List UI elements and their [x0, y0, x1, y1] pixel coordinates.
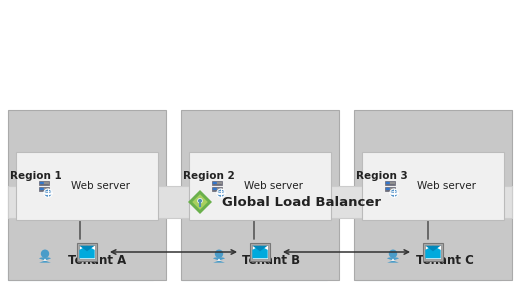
- Polygon shape: [213, 257, 225, 263]
- Circle shape: [217, 189, 225, 197]
- Circle shape: [388, 188, 389, 190]
- Text: Tenant C: Tenant C: [416, 255, 474, 268]
- Polygon shape: [188, 190, 212, 214]
- FancyBboxPatch shape: [425, 245, 441, 259]
- Circle shape: [42, 188, 43, 190]
- Circle shape: [389, 250, 397, 257]
- Polygon shape: [192, 194, 208, 210]
- Circle shape: [215, 188, 216, 190]
- Polygon shape: [425, 246, 441, 251]
- FancyBboxPatch shape: [385, 187, 395, 191]
- Text: Region 2: Region 2: [183, 171, 235, 181]
- FancyBboxPatch shape: [39, 187, 48, 191]
- FancyBboxPatch shape: [8, 186, 512, 218]
- Polygon shape: [79, 246, 95, 251]
- FancyBboxPatch shape: [77, 243, 97, 261]
- FancyBboxPatch shape: [8, 242, 153, 280]
- Circle shape: [215, 250, 223, 257]
- FancyBboxPatch shape: [212, 187, 222, 191]
- FancyBboxPatch shape: [39, 181, 48, 185]
- Polygon shape: [391, 259, 395, 261]
- Polygon shape: [387, 257, 399, 263]
- FancyBboxPatch shape: [16, 152, 158, 220]
- FancyBboxPatch shape: [385, 181, 395, 185]
- Text: Web server: Web server: [244, 181, 303, 191]
- Circle shape: [386, 182, 388, 184]
- Polygon shape: [425, 246, 441, 258]
- Circle shape: [390, 189, 398, 197]
- Polygon shape: [43, 259, 47, 261]
- Text: Region 1: Region 1: [10, 171, 62, 181]
- Circle shape: [44, 189, 52, 197]
- Polygon shape: [79, 246, 95, 258]
- FancyBboxPatch shape: [212, 181, 222, 185]
- Text: Web server: Web server: [417, 181, 476, 191]
- FancyBboxPatch shape: [181, 110, 339, 280]
- FancyBboxPatch shape: [362, 152, 504, 220]
- Text: Web server: Web server: [71, 181, 130, 191]
- Text: Tenant B: Tenant B: [242, 255, 300, 268]
- Circle shape: [386, 188, 388, 190]
- FancyBboxPatch shape: [356, 242, 501, 280]
- Circle shape: [41, 182, 42, 184]
- FancyBboxPatch shape: [8, 110, 166, 280]
- Circle shape: [213, 182, 215, 184]
- FancyBboxPatch shape: [354, 110, 512, 280]
- FancyBboxPatch shape: [252, 245, 268, 259]
- Circle shape: [213, 188, 215, 190]
- Polygon shape: [252, 246, 268, 251]
- Polygon shape: [39, 257, 51, 263]
- FancyBboxPatch shape: [423, 243, 443, 261]
- FancyBboxPatch shape: [182, 242, 327, 280]
- Circle shape: [42, 250, 48, 257]
- Text: Global Load Balancer: Global Load Balancer: [222, 196, 381, 209]
- FancyBboxPatch shape: [250, 243, 270, 261]
- Text: Region 3: Region 3: [356, 171, 408, 181]
- FancyBboxPatch shape: [79, 245, 95, 259]
- Text: Tenant A: Tenant A: [68, 255, 126, 268]
- FancyBboxPatch shape: [189, 152, 331, 220]
- Polygon shape: [217, 259, 221, 261]
- Polygon shape: [252, 246, 268, 258]
- Circle shape: [41, 188, 42, 190]
- Circle shape: [198, 198, 202, 203]
